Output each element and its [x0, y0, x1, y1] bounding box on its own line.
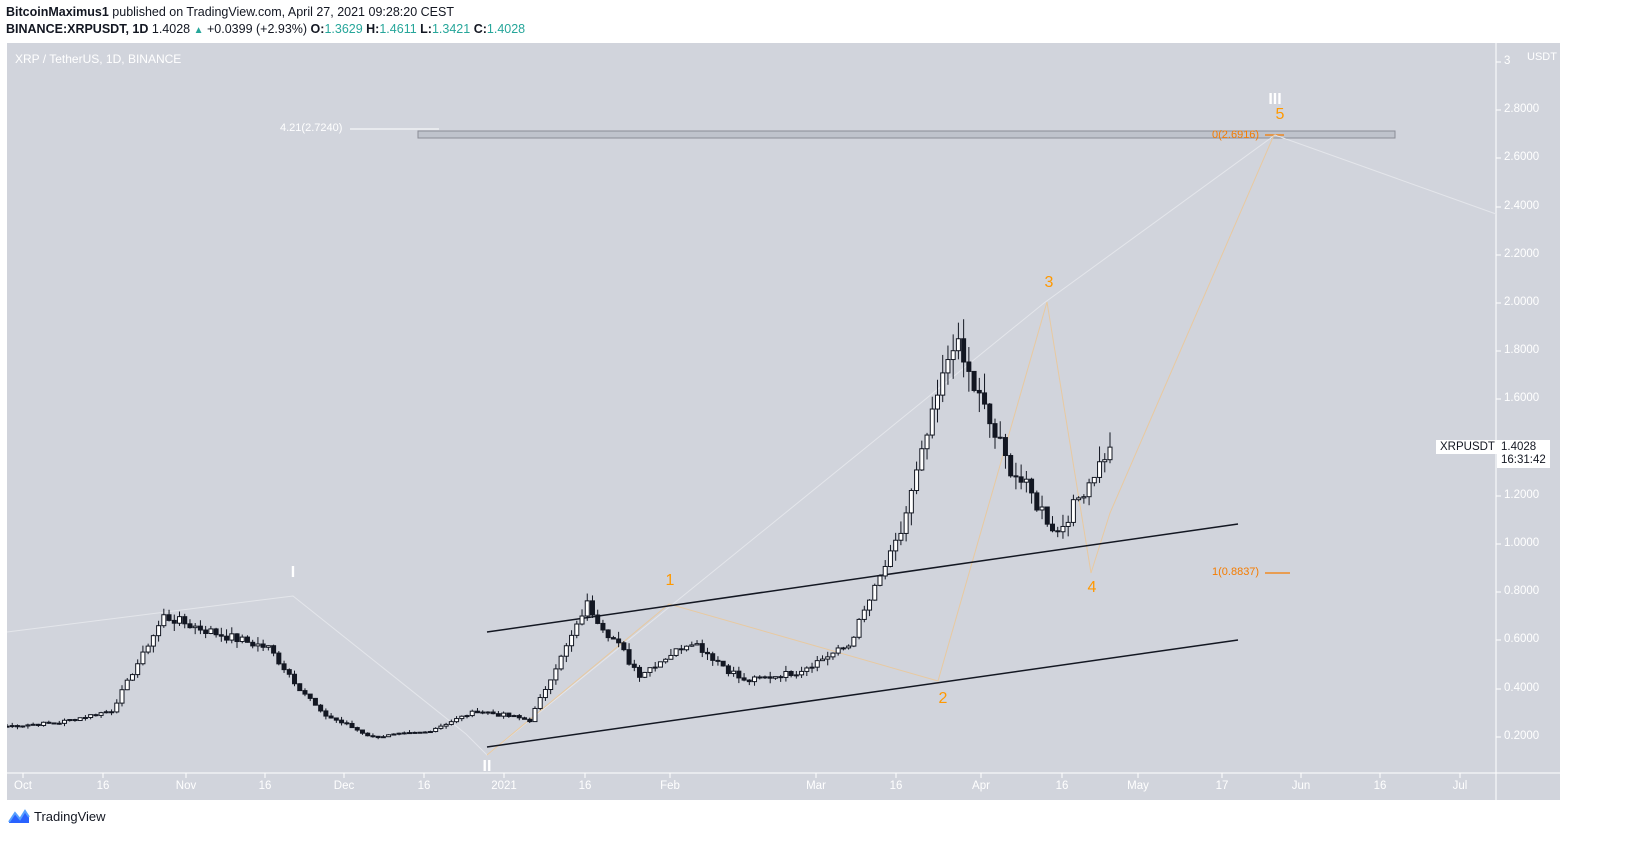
price-plot[interactable]	[7, 43, 1560, 800]
tradingview-brand-text: TradingView	[34, 808, 106, 824]
open-value: 1.3629	[324, 22, 363, 36]
price-tick-label: 2.8000	[1504, 103, 1540, 115]
close-value: 1.4028	[486, 22, 526, 36]
wave-label-3: 3	[1044, 274, 1054, 291]
symbol-info: BINANCE:XRPUSDT, 1D 1.4028 ▲ +0.0399 (+2…	[6, 22, 525, 36]
bar-countdown: 16:31:42	[1501, 454, 1546, 466]
price-tick-label: 0.2000	[1504, 730, 1540, 742]
symbol-label: BINANCE:XRPUSDT, 1D	[6, 22, 149, 36]
close-label: C:	[473, 22, 487, 36]
publish-info: BitcoinMaximus1 published on TradingView…	[6, 5, 454, 19]
low-label: L:	[420, 22, 432, 36]
fib-4.21-label: 4.21(2.7240)	[280, 122, 343, 134]
wave-label-I: I	[290, 564, 296, 581]
date-tick-label: Oct	[14, 780, 32, 792]
date-tick-label: Apr	[972, 780, 990, 792]
date-tick-label: 2021	[491, 780, 517, 792]
price-tick-label: 1.8000	[1504, 344, 1540, 356]
date-tick-label: 16	[258, 780, 272, 792]
date-tick-label: 16	[417, 780, 431, 792]
wave-label-4: 4	[1087, 579, 1097, 596]
fib-1-label: 1(0.8837)	[1212, 566, 1260, 578]
date-tick-label: 16	[889, 780, 903, 792]
minor-wave-path	[486, 134, 1275, 756]
published-text: published on TradingView.com, April 27, …	[112, 5, 454, 19]
fib-0-label: 0(2.6916)	[1212, 129, 1260, 141]
chart-legend: XRP / TetherUS, 1D, BINANCE	[15, 52, 182, 66]
wave-label-III: III	[1268, 91, 1282, 108]
wave-label-II: II	[482, 758, 492, 775]
last-price: 1.4028	[151, 22, 191, 36]
wave-label-2: 2	[938, 690, 948, 707]
tradingview-branding[interactable]: TradingView	[8, 808, 106, 824]
low-value: 1.3421	[431, 22, 471, 36]
tradingview-logo-icon	[8, 809, 30, 823]
price-tick-label: 2.6000	[1504, 151, 1540, 163]
price-tick-label: 0.8000	[1504, 585, 1540, 597]
date-tick-label: Nov	[175, 780, 197, 792]
open-label: O:	[310, 22, 325, 36]
up-arrow-icon: ▲	[193, 25, 204, 36]
date-tick-label: May	[1127, 780, 1149, 792]
date-tick-label: 16	[578, 780, 592, 792]
price-tick-label: 1.0000	[1504, 537, 1540, 549]
major-wave-path	[7, 134, 1497, 756]
date-tick-label: Feb	[660, 780, 680, 792]
price-tick-label: 2.2000	[1504, 248, 1540, 260]
date-tick-label: Mar	[806, 780, 826, 792]
last-price-tag: 1.4028 16:31:42	[1497, 440, 1550, 468]
symbol-price-tag: XRPUSDT	[1436, 440, 1499, 454]
price-tick-label: 1.6000	[1504, 392, 1540, 404]
time-axis-ticks	[22, 773, 1461, 778]
price-unit: USDT	[1527, 51, 1557, 63]
wave-label-5: 5	[1275, 106, 1285, 123]
price-tick-label: 1.2000	[1504, 489, 1540, 501]
high-value: 1.4611	[379, 22, 417, 36]
price-axis-ticks	[1496, 61, 1501, 738]
date-tick-label: Jun	[1291, 780, 1311, 792]
wave-label-1: 1	[665, 572, 675, 589]
channel-lower-line[interactable]	[486, 639, 1239, 748]
author-name[interactable]: BitcoinMaximus1	[6, 5, 109, 19]
price-tick-label: 3	[1504, 55, 1511, 67]
price-tick-label: 0.6000	[1504, 633, 1540, 645]
high-label: H:	[366, 22, 380, 36]
target-zone-box[interactable]	[417, 130, 1396, 139]
price-tick-label: 2.0000	[1504, 296, 1540, 308]
last-price-tag-value: 1.4028	[1501, 441, 1537, 453]
date-tick-label: Dec	[333, 780, 355, 792]
candlesticks	[7, 319, 1113, 740]
date-tick-label: 16	[1373, 780, 1387, 792]
date-tick-label: 17	[1215, 780, 1229, 792]
price-tick-label: 2.4000	[1504, 200, 1540, 212]
date-tick-label: 16	[96, 780, 110, 792]
price-tick-label: 0.4000	[1504, 682, 1540, 694]
date-tick-label: Jul	[1452, 780, 1468, 792]
channel-upper-line[interactable]	[486, 523, 1239, 633]
date-tick-label: 16	[1055, 780, 1069, 792]
chart-area[interactable]: XRP / TetherUS, 1D, BINANCE USDT 3 2.8000…	[7, 43, 1560, 800]
price-change: +0.0399 (+2.93%)	[206, 22, 308, 36]
